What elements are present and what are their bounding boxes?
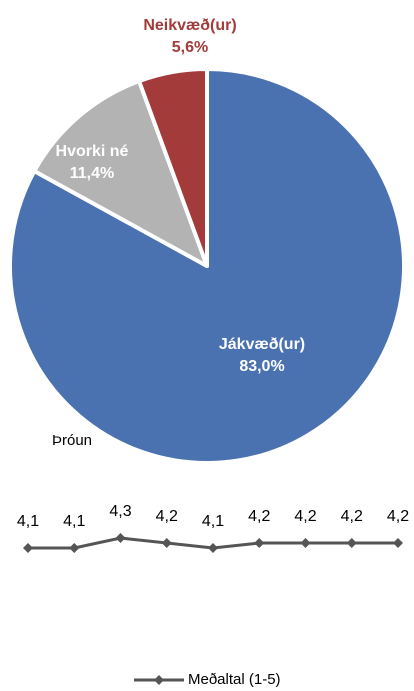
data-point — [208, 543, 218, 553]
legend-marker — [154, 675, 164, 685]
data-point — [161, 538, 172, 548]
data-point — [346, 538, 357, 548]
line-title: Þróun — [52, 432, 92, 449]
data-label: 4,3 — [109, 503, 131, 520]
slice-value-label: 5,6% — [172, 39, 208, 56]
data-point — [23, 543, 33, 553]
data-point — [69, 543, 80, 553]
slice-label: Hvorki né — [56, 143, 129, 160]
slice-label: Jákvæð(ur) — [219, 336, 305, 353]
data-label: 4,1 — [63, 513, 85, 530]
data-label: 4,2 — [341, 508, 363, 525]
pie-slice — [137, 67, 209, 268]
legend-label: Meðaltal (1-5) — [188, 671, 281, 688]
data-point — [115, 533, 126, 543]
data-point — [300, 538, 311, 548]
data-label: 4,1 — [17, 513, 39, 530]
data-label: 4,2 — [387, 508, 409, 525]
data-label: 4,2 — [294, 508, 316, 525]
data-label: 4,2 — [156, 508, 178, 525]
data-point — [393, 538, 403, 548]
slice-value-label: 83,0% — [239, 358, 284, 375]
pie-slice — [32, 79, 209, 268]
data-point — [254, 538, 265, 548]
data-label: 4,2 — [248, 508, 270, 525]
data-label: 4,1 — [202, 513, 224, 530]
slice-value-label: 11,4% — [70, 165, 114, 182]
slice-label: Neikvæð(ur) — [143, 17, 236, 34]
